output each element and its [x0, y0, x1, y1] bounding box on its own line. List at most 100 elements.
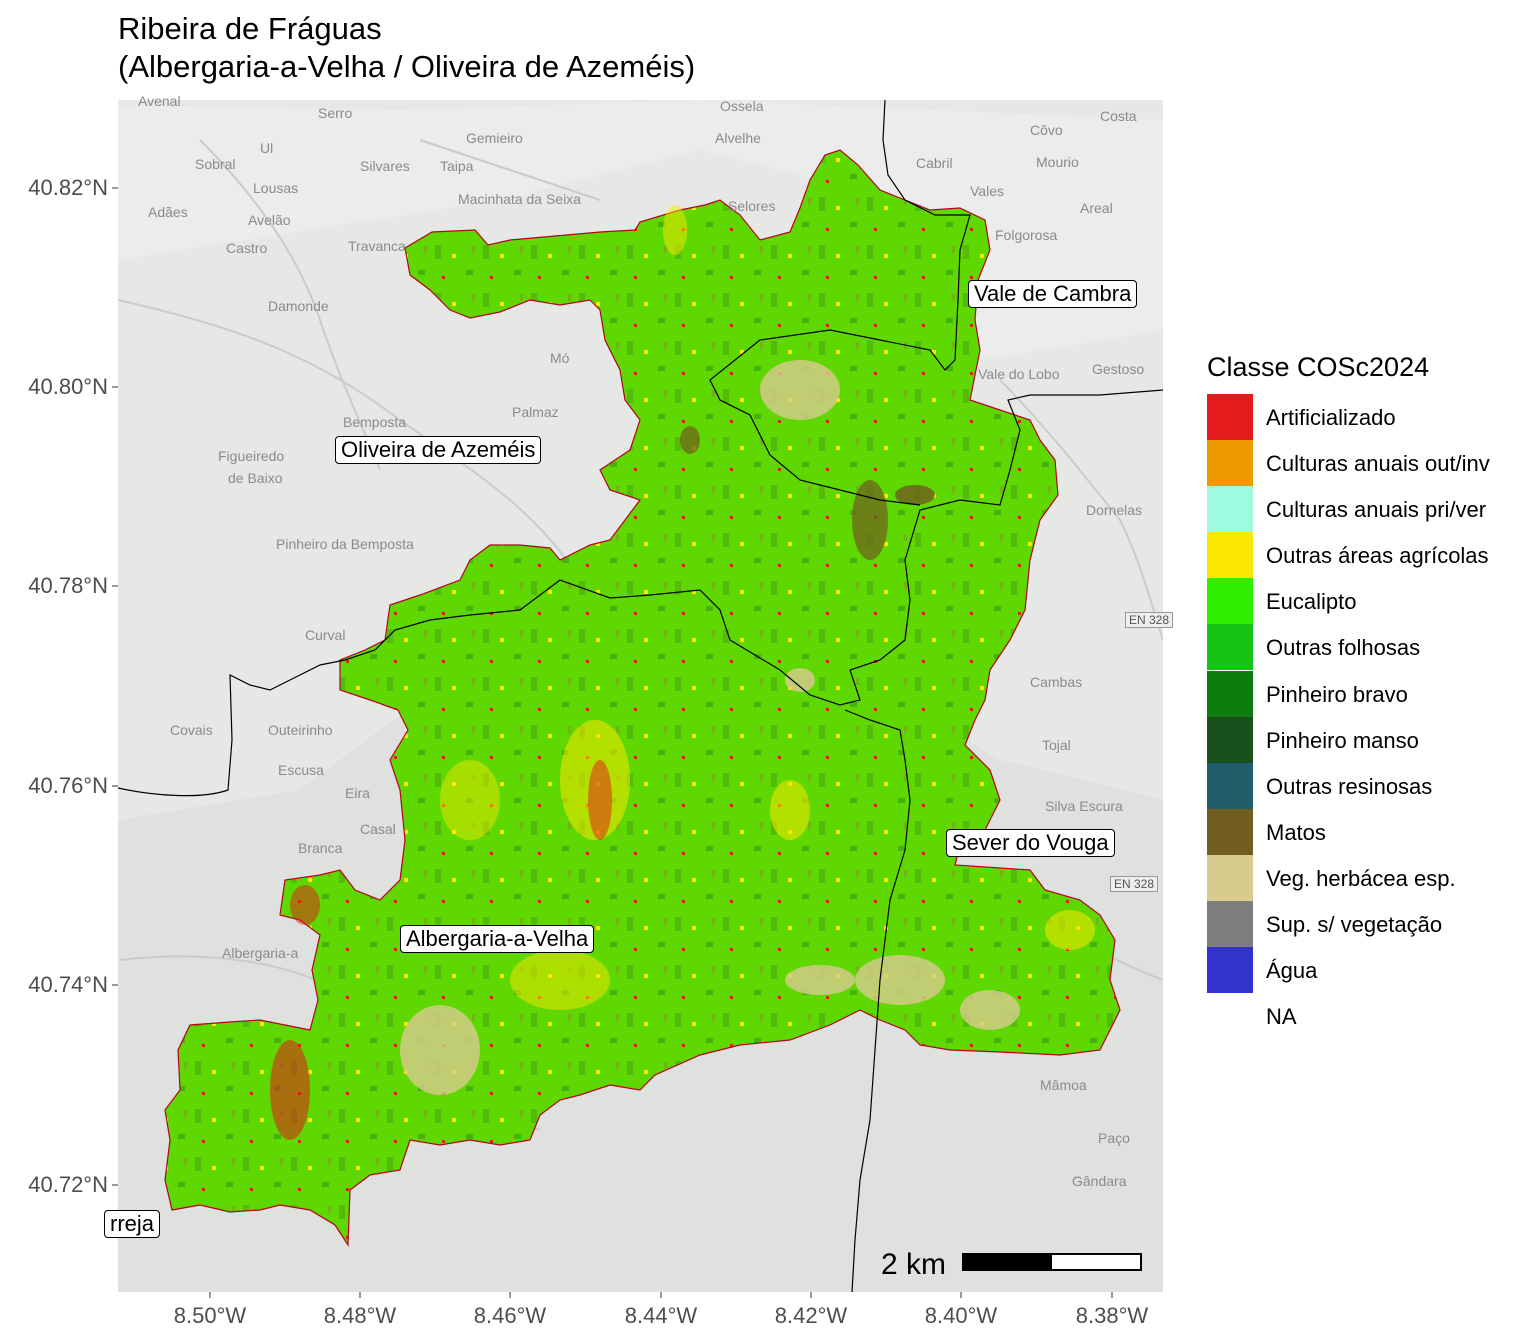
- x-tick-label: 8.38°W: [1075, 1303, 1149, 1328]
- y-tick-label: 40.72°N: [28, 1172, 108, 1197]
- basemap-place: Cambas: [1030, 674, 1083, 690]
- basemap-place: Adães: [148, 204, 188, 220]
- basemap-place: Figueiredo: [218, 448, 285, 464]
- legend-swatch: [1207, 854, 1253, 901]
- legend-swatch: [1207, 762, 1253, 809]
- landcover-patches: [270, 205, 1095, 1140]
- label-estarreja-partial: rreja: [104, 1210, 161, 1238]
- basemap-place: Damonde: [268, 298, 329, 314]
- x-tick-label: 8.46°W: [473, 1303, 547, 1328]
- basemap-place: Bemposta: [343, 414, 407, 430]
- basemap-place: Macinhata da Seixa: [458, 191, 581, 207]
- legend-swatch: [1207, 808, 1253, 855]
- basemap-place: Paço: [1098, 1130, 1130, 1146]
- basemap-place: Eira: [345, 785, 370, 801]
- x-tick-label: 8.48°W: [323, 1303, 397, 1328]
- y-tick-label: 40.80°N: [28, 374, 108, 399]
- basemap-place: Silvares: [360, 158, 410, 174]
- y-tick-marks: [112, 187, 118, 1186]
- basemap-place: Vales: [970, 183, 1004, 199]
- legend-label: Sup. s/ vegetação: [1266, 912, 1443, 938]
- basemap-place: Costa: [1100, 108, 1137, 124]
- legend-label: Pinheiro manso: [1266, 727, 1419, 753]
- x-tick-label: 8.40°W: [924, 1303, 998, 1328]
- x-tick-label: 8.50°W: [173, 1303, 247, 1328]
- basemap-place: Silva Escura: [1045, 798, 1123, 814]
- basemap-place: Ul: [260, 140, 274, 156]
- basemap-place: Castro: [226, 240, 268, 256]
- legend-swatch: [1207, 993, 1253, 1040]
- basemap-place: Mourio: [1036, 154, 1079, 170]
- legend-swatch: [1207, 947, 1253, 994]
- road-shield: EN 328: [1125, 612, 1174, 628]
- basemap-place: Albergaria-a: [222, 945, 299, 961]
- scale-bar-segment-light: [1052, 1255, 1140, 1269]
- legend-swatch: [1207, 440, 1253, 487]
- basemap-place: Cabril: [916, 155, 953, 171]
- map-title: Ribeira de Fráguas (Albergaria-a-Velha /…: [118, 10, 695, 86]
- legend-swatch: [1207, 670, 1253, 717]
- basemap-place: Dornelas: [1086, 502, 1143, 518]
- basemap-place: Vale do Lobo: [978, 366, 1060, 382]
- legend-swatch: [1207, 578, 1253, 625]
- basemap-place: Folgorosa: [995, 227, 1058, 243]
- basemap-place: Avenal: [138, 93, 181, 109]
- scale-bar-label: 2 km: [881, 1248, 947, 1281]
- basemap-place: Sobral: [195, 156, 236, 172]
- legend-swatch: [1207, 901, 1253, 948]
- title-line-1: Ribeira de Fráguas: [118, 11, 382, 46]
- basemap-place: de Baixo: [228, 470, 283, 486]
- y-tick-label: 40.78°N: [28, 573, 108, 598]
- x-tick-label: 8.42°W: [774, 1303, 848, 1328]
- scale-bar: [962, 1253, 1142, 1271]
- legend-swatch: [1207, 486, 1253, 533]
- legend-swatch: [1207, 532, 1253, 579]
- x-tick-label: 8.44°W: [624, 1303, 698, 1328]
- basemap-place: Côvo: [1030, 122, 1063, 138]
- label-vale-de-cambra: Vale de Cambra: [968, 280, 1138, 308]
- legend-label: Outras resinosas: [1266, 773, 1433, 799]
- legend-swatch: [1207, 716, 1253, 763]
- label-albergaria-a-velha: Albergaria-a-Velha: [400, 925, 595, 953]
- basemap-place: Gândara: [1072, 1173, 1127, 1189]
- basemap-place: Palmaz: [512, 404, 559, 420]
- basemap-place: Covais: [170, 722, 213, 738]
- legend-label: Outras áreas agrícolas: [1266, 543, 1489, 569]
- basemap-place: Curval: [305, 627, 346, 643]
- scale-bar-segment-dark: [964, 1255, 1052, 1269]
- basemap-place: Travanca: [348, 238, 406, 254]
- legend-label: Pinheiro bravo: [1266, 681, 1408, 707]
- basemap-place: Outeirinho: [268, 722, 333, 738]
- y-tick-label: 40.82°N: [28, 175, 108, 200]
- basemap-place: Selores: [728, 198, 776, 214]
- legend-label: NA: [1266, 1004, 1297, 1030]
- basemap-terrain-north: [118, 100, 1163, 360]
- basemap-place: Mâmoa: [1040, 1077, 1087, 1093]
- basemap-place: Pinheiro da Bemposta: [276, 536, 414, 552]
- x-tick-marks: [209, 1292, 1113, 1298]
- map-panel: [118, 100, 1163, 1292]
- road-shield: EN 328: [1110, 876, 1159, 892]
- label-oliveira-de-azemeis: Oliveira de Azeméis: [335, 436, 542, 464]
- basemap-place: Gestoso: [1092, 361, 1145, 377]
- basemap-place: Branca: [298, 840, 343, 856]
- basemap-place: Casal: [360, 821, 396, 837]
- basemap-place: Alvelhe: [715, 130, 761, 146]
- legend-label: Culturas anuais out/inv: [1266, 451, 1490, 477]
- basemap-place: Areal: [1080, 200, 1113, 216]
- legend-label: Artificializado: [1266, 405, 1396, 430]
- basemap-place: Lousas: [253, 180, 299, 196]
- legend-label: Água: [1266, 958, 1318, 984]
- legend-label: Matos: [1266, 819, 1326, 845]
- title-line-2: (Albergaria-a-Velha / Oliveira de Azeméi…: [118, 49, 696, 84]
- basemap-place: Avelão: [248, 212, 291, 228]
- basemap-place: Escusa: [278, 762, 324, 778]
- legend-label: Culturas anuais pri/ver: [1266, 497, 1487, 523]
- legend-title: Classe COSc2024: [1207, 352, 1430, 382]
- y-tick-label: 40.74°N: [28, 972, 108, 997]
- basemap-place: Gemieiro: [466, 130, 523, 146]
- basemap-place: Serro: [318, 105, 353, 121]
- basemap-place: Taipa: [440, 158, 474, 174]
- legend-swatch: [1207, 394, 1253, 440]
